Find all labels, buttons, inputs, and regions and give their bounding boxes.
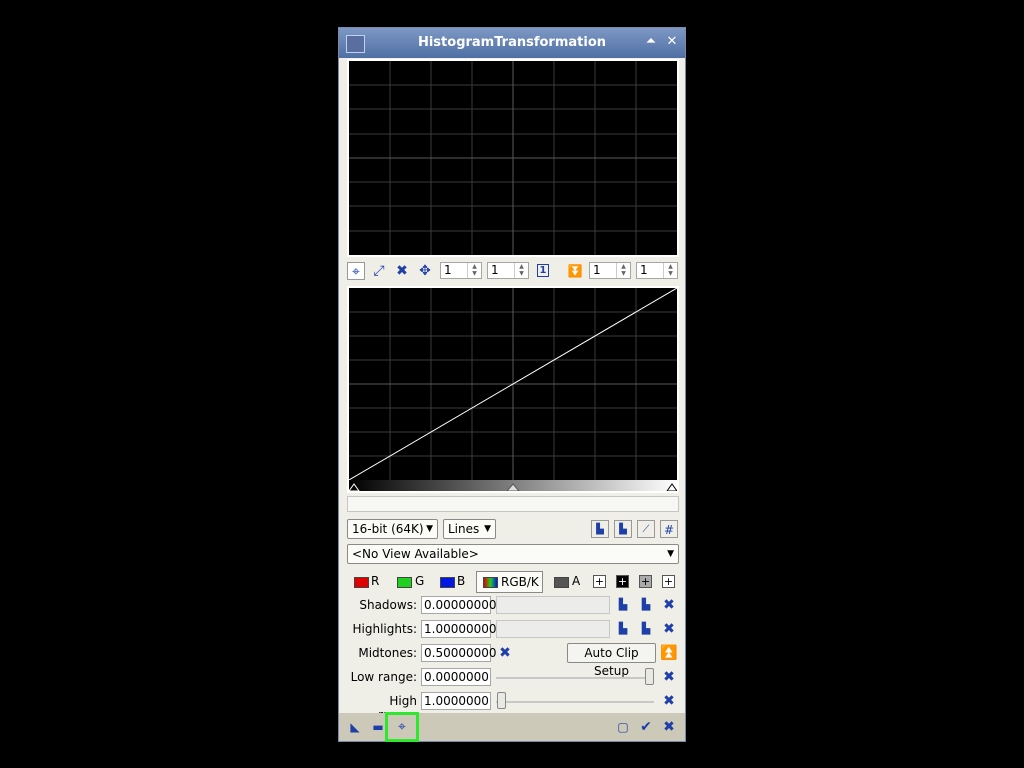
auto-clip-setup-button[interactable]: Auto Clip Setup: [567, 643, 656, 678]
shadows-reset-icon[interactable]: ✖: [663, 597, 675, 613]
highlights-marker[interactable]: [666, 483, 677, 491]
shadows-marker[interactable]: [349, 483, 360, 491]
zoom-toolbar: ⌖ ⤢ ✖ ✥ 1 ▲ ▼ 1 ▲ ▼ 1 ⏬ 1 ▲ ▼ 1 ▲ ▼: [347, 262, 679, 282]
high-range-reset-icon[interactable]: ✖: [663, 693, 675, 709]
shadows-input[interactable]: 0.00000000: [421, 596, 497, 614]
alpha-swatch[interactable]: [554, 577, 569, 588]
shadows-clip-icon[interactable]: ▙: [618, 598, 628, 611]
histogram-grid: [349, 61, 677, 255]
highlights-input[interactable]: 1.00000000: [421, 620, 497, 638]
histogram-mode-icon[interactable]: ▙: [591, 520, 609, 538]
new-instance-icon[interactable]: ◣: [350, 720, 360, 734]
green-swatch[interactable]: [397, 577, 412, 588]
v-zoom-value: 1: [491, 263, 499, 277]
blue-swatch[interactable]: [440, 577, 455, 588]
channel-selector: R G B RGB/K A + + + +: [347, 571, 679, 593]
shadows-clip-info: [496, 596, 610, 614]
shadows-clip-all-icon[interactable]: ▙: [641, 598, 651, 611]
track-spinbox-2[interactable]: 1 ▲ ▼: [636, 262, 678, 279]
grid-icon[interactable]: #: [660, 520, 678, 538]
h-zoom-value: 1: [444, 263, 452, 277]
channel-r-label[interactable]: R: [371, 574, 380, 588]
add-white-icon[interactable]: +: [662, 575, 675, 588]
graph-style-value: Lines: [448, 522, 480, 536]
low-range-label: Low range:: [350, 670, 417, 684]
close-icon[interactable]: ✕: [666, 34, 678, 49]
h-zoom-spinbox[interactable]: 1 ▲ ▼: [440, 262, 482, 279]
highlights-clip-icon[interactable]: ▙: [618, 622, 628, 635]
transfer-curve: [349, 288, 677, 481]
check-icon[interactable]: ✔: [640, 719, 652, 735]
zoom-fit-icon[interactable]: ⤢: [373, 263, 385, 279]
reset-icon[interactable]: ✖: [663, 719, 675, 735]
chevron-down-icon: ▼: [484, 524, 491, 534]
expand-up-icon[interactable]: ⏫: [660, 645, 678, 661]
documentation-icon[interactable]: ▢: [617, 720, 629, 734]
add-icon[interactable]: +: [593, 575, 606, 588]
channel-rgbk-button[interactable]: RGB/K: [476, 571, 543, 593]
channel-b-label[interactable]: B: [457, 574, 466, 588]
low-range-thumb[interactable]: [645, 668, 654, 685]
info-bar: [347, 496, 679, 512]
title-bar[interactable]: HistogramTransformation ⏶ ✕: [339, 28, 685, 58]
histogram-view[interactable]: [347, 59, 679, 257]
channel-rgbk-label: RGB/K: [501, 575, 539, 589]
high-range-thumb[interactable]: [497, 692, 506, 709]
midtones-input[interactable]: 0.50000000: [421, 644, 497, 662]
highlights-label: Highlights:: [352, 622, 417, 636]
window-title: HistogramTransformation: [417, 35, 607, 50]
view-selector[interactable]: <No View Available> ▼: [347, 544, 679, 564]
curve-view[interactable]: [347, 286, 679, 493]
view-value: <No View Available>: [352, 547, 479, 561]
graph-style-combo[interactable]: Lines ▼: [443, 519, 496, 539]
resolution-value: 16-bit (64K): [352, 522, 424, 536]
add-gray-icon[interactable]: +: [639, 575, 652, 588]
curve-mode-icon[interactable]: ⟋: [637, 520, 655, 538]
rgb-swatch: [483, 577, 498, 588]
low-range-slider[interactable]: [496, 677, 654, 679]
high-range-input[interactable]: 1.0000000: [421, 692, 491, 710]
low-range-reset-icon[interactable]: ✖: [663, 669, 675, 685]
low-range-input[interactable]: 0.0000000: [421, 668, 491, 686]
track-spinbox-1[interactable]: 1 ▲ ▼: [589, 262, 631, 279]
shade-icon[interactable]: ⏶: [645, 34, 657, 49]
midtones-label: Midtones:: [358, 646, 417, 660]
process-bar: ◣ ▬ ⌖ ▢ ✔ ✖: [339, 713, 685, 741]
highlights-clip-info: [496, 620, 610, 638]
highlight-box: [385, 712, 419, 742]
apply-global-icon[interactable]: ▬: [372, 720, 384, 734]
highlights-clip-all-icon[interactable]: ▙: [641, 622, 651, 635]
highlights-reset-icon[interactable]: ✖: [663, 621, 675, 637]
curve-graph: [349, 288, 677, 491]
red-swatch[interactable]: [354, 577, 369, 588]
midtones-marker[interactable]: [506, 483, 520, 491]
zoom-reduce-icon[interactable]: ✖: [396, 263, 408, 279]
midtones-reset-icon[interactable]: ✖: [499, 645, 511, 661]
chevron-down-icon: ▼: [667, 549, 674, 559]
one-to-one-icon[interactable]: 1: [534, 262, 552, 280]
channel-a-label[interactable]: A: [572, 574, 581, 588]
pan-icon[interactable]: ✥: [419, 263, 431, 279]
real-time-preview-icon[interactable]: ⌖: [398, 719, 406, 735]
log-mode-icon[interactable]: ▙: [614, 520, 632, 538]
app-icon: [346, 35, 365, 53]
add-black-icon[interactable]: +: [616, 575, 629, 588]
high-range-slider[interactable]: [496, 701, 654, 703]
channel-g-label[interactable]: G: [415, 574, 425, 588]
down-arrows-icon[interactable]: ⏬: [567, 264, 583, 278]
one-to-one-label: 1: [536, 264, 550, 277]
track-value-1: 1: [593, 263, 601, 277]
crosshair-icon[interactable]: ⌖: [347, 262, 365, 280]
shadows-label: Shadows:: [359, 598, 417, 612]
track-value-2: 1: [640, 263, 648, 277]
resolution-combo[interactable]: 16-bit (64K) ▼: [347, 519, 438, 539]
v-zoom-spinbox[interactable]: 1 ▲ ▼: [487, 262, 529, 279]
chevron-down-icon: ▼: [426, 524, 433, 534]
histogram-transformation-window: HistogramTransformation ⏶ ✕ ⌖ ⤢ ✖ ✥ 1 ▲ ▼ …: [338, 27, 686, 742]
